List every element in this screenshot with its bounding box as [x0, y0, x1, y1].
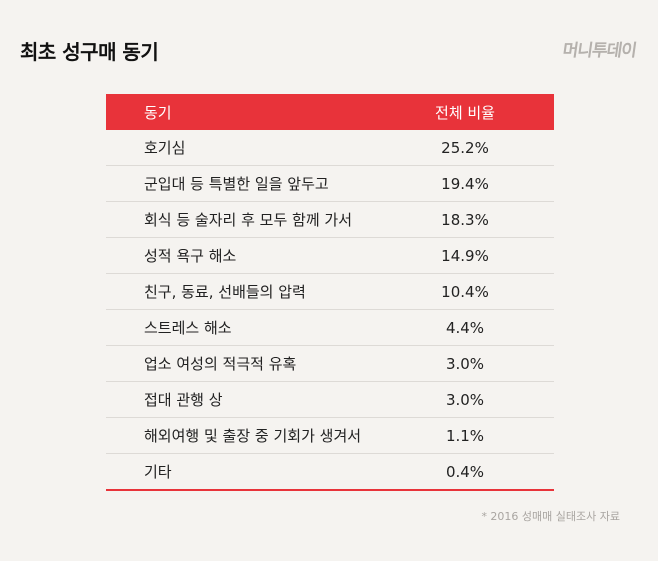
table-row: 회식 등 술자리 후 모두 함께 가서 18.3%	[106, 202, 554, 238]
header-motive: 동기	[144, 103, 172, 122]
table-header: 동기 전체 비율	[106, 94, 554, 130]
row-label: 회식 등 술자리 후 모두 함께 가서	[144, 211, 353, 229]
header-ratio: 전체 비율	[435, 103, 495, 122]
table-row: 군입대 등 특별한 일을 앞두고 19.4%	[106, 166, 554, 202]
motive-table: 동기 전체 비율 호기심 25.2% 군입대 등 특별한 일을 앞두고 19.4% 회식…	[106, 94, 554, 491]
row-value: 1.1%	[445, 426, 485, 445]
row-value: 3.0%	[445, 390, 485, 409]
table-row: 스트레스 해소 4.4%	[106, 310, 554, 346]
row-value: 10.4%	[441, 282, 489, 301]
table-body: 호기심 25.2% 군입대 등 특별한 일을 앞두고 19.4% 회식 등 술자리 후 …	[106, 130, 554, 491]
table-row: 성적 욕구 해소 14.9%	[106, 238, 554, 274]
row-label: 친구, 동료, 선배들의 압력	[144, 283, 306, 301]
row-label: 기타	[144, 463, 172, 481]
page-title: 최초 성구매 동기	[20, 40, 159, 64]
table-row: 기타 0.4%	[106, 454, 554, 491]
row-label: 해외여행 및 출장 중 기회가 생겨서	[144, 427, 362, 445]
row-value: 0.4%	[445, 462, 485, 481]
row-label: 군입대 등 특별한 일을 앞두고	[144, 175, 329, 193]
row-value: 4.4%	[445, 318, 485, 337]
row-label: 호기심	[144, 139, 186, 157]
row-value: 3.0%	[445, 354, 485, 373]
row-value: 25.2%	[441, 138, 489, 157]
publisher-logo: 머니투데이	[561, 41, 638, 61]
table-row: 호기심 25.2%	[106, 130, 554, 166]
row-value: 14.9%	[441, 246, 489, 265]
table-row: 친구, 동료, 선배들의 압력 10.4%	[106, 274, 554, 310]
table-row: 업소 여성의 적극적 유혹 3.0%	[106, 346, 554, 382]
row-label: 스트레스 해소	[144, 319, 232, 337]
row-label: 성적 욕구 해소	[144, 247, 237, 265]
table-row: 해외여행 및 출장 중 기회가 생겨서 1.1%	[106, 418, 554, 454]
row-label: 접대 관행 상	[144, 391, 223, 409]
row-label: 업소 여성의 적극적 유혹	[144, 355, 297, 373]
row-value: 18.3%	[441, 210, 489, 229]
row-value: 19.4%	[441, 174, 489, 193]
table-row: 접대 관행 상 3.0%	[106, 382, 554, 418]
source-note: * 2016 성매매 실태조사 자료	[481, 510, 620, 523]
